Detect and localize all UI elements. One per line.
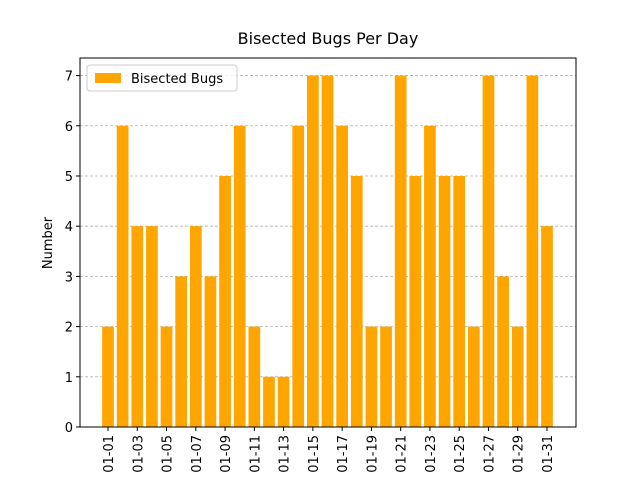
bar bbox=[263, 376, 275, 427]
x-tick-label: 01-09 bbox=[219, 435, 234, 473]
bar bbox=[204, 276, 217, 427]
y-tick-label: 3 bbox=[65, 270, 73, 285]
x-tick-label: 01-13 bbox=[278, 435, 293, 473]
bar bbox=[350, 175, 363, 427]
x-tick-label: 01-15 bbox=[307, 435, 322, 473]
bar bbox=[189, 226, 202, 427]
y-tick-label: 1 bbox=[65, 371, 73, 386]
y-tick-label: 5 bbox=[65, 170, 73, 185]
bar bbox=[116, 125, 129, 427]
plot-frame bbox=[79, 57, 577, 428]
bar bbox=[321, 75, 334, 428]
x-tick-label: 01-19 bbox=[365, 435, 380, 473]
bar bbox=[307, 75, 319, 428]
x-tick-label: 01-27 bbox=[482, 435, 497, 473]
bar bbox=[409, 175, 422, 427]
x-tick-label: 01-07 bbox=[190, 435, 205, 473]
bar bbox=[102, 326, 114, 427]
bar bbox=[380, 326, 392, 427]
bar bbox=[424, 125, 436, 427]
x-tick-label: 01-01 bbox=[102, 435, 117, 473]
bar bbox=[453, 175, 466, 427]
bar bbox=[365, 326, 378, 427]
y-tick-label: 7 bbox=[65, 70, 73, 85]
bar bbox=[292, 125, 305, 427]
bar bbox=[497, 276, 509, 427]
bar bbox=[175, 276, 188, 427]
bar bbox=[511, 326, 524, 427]
bar bbox=[146, 226, 158, 427]
legend-box bbox=[86, 64, 238, 92]
y-tick-label: 0 bbox=[65, 421, 73, 436]
bar bbox=[248, 326, 261, 427]
bar bbox=[541, 226, 553, 427]
bar bbox=[233, 125, 246, 427]
bar bbox=[526, 75, 539, 428]
bar bbox=[219, 175, 231, 427]
x-tick-label: 01-23 bbox=[424, 435, 439, 473]
x-tick-label: 01-11 bbox=[248, 435, 263, 473]
bar bbox=[336, 125, 348, 427]
bar bbox=[131, 226, 144, 427]
x-tick-label: 01-17 bbox=[336, 435, 351, 473]
bar bbox=[438, 175, 451, 427]
y-tick-label: 6 bbox=[65, 120, 73, 135]
chart-title: Bisected Bugs Per Day bbox=[238, 29, 419, 48]
y-tick-label: 2 bbox=[65, 321, 73, 336]
legend-label: Bisected Bugs bbox=[131, 72, 223, 87]
y-tick-label: 4 bbox=[65, 220, 73, 235]
bar bbox=[160, 326, 173, 427]
x-tick-label: 01-03 bbox=[131, 435, 146, 473]
bar bbox=[482, 75, 495, 428]
bar bbox=[467, 326, 480, 427]
x-tick-label: 01-31 bbox=[541, 435, 556, 473]
bar bbox=[394, 75, 407, 428]
legend-swatch bbox=[95, 73, 121, 83]
x-tick-label: 01-05 bbox=[161, 435, 176, 473]
y-axis-label: Number bbox=[41, 216, 56, 269]
x-tick-label: 01-29 bbox=[512, 435, 527, 473]
bar bbox=[277, 376, 290, 427]
x-tick-label: 01-21 bbox=[395, 435, 410, 473]
x-tick-label: 01-25 bbox=[453, 435, 468, 473]
